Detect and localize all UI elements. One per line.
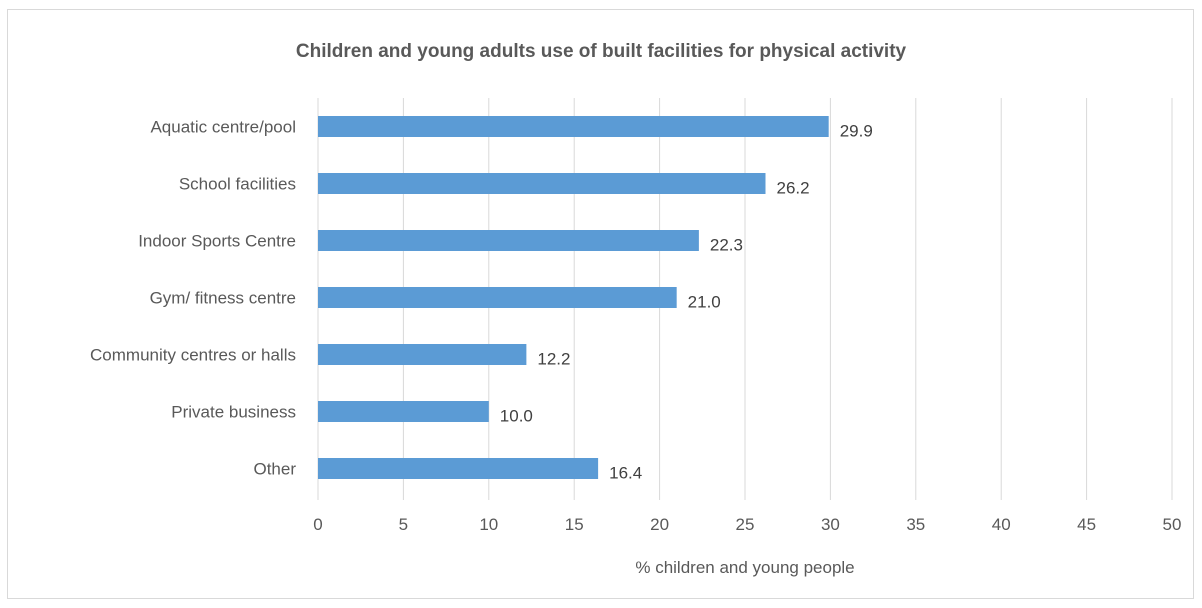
category-label: Aquatic centre/pool — [150, 118, 296, 137]
data-label: 16.4 — [609, 464, 642, 483]
x-tick-label: 20 — [650, 515, 669, 534]
gridlines — [317, 98, 1173, 500]
data-label: 10.0 — [500, 407, 533, 426]
bar — [318, 287, 677, 308]
data-label: 12.2 — [537, 350, 570, 369]
x-tick-label: 45 — [1077, 515, 1096, 534]
bar — [318, 344, 527, 365]
bar — [318, 230, 699, 251]
category-label: Other — [253, 460, 296, 479]
x-tick-label: 40 — [992, 515, 1011, 534]
x-tick-label: 0 — [313, 515, 322, 534]
bar — [318, 401, 489, 422]
category-label: Indoor Sports Centre — [138, 232, 296, 251]
x-tick-label: 25 — [736, 515, 755, 534]
data-labels: 29.9 26.2 22.3 21.0 12.2 10.0 16.4 — [500, 122, 873, 483]
bar — [318, 458, 599, 479]
data-label: 26.2 — [776, 179, 809, 198]
bar — [318, 116, 829, 137]
data-label: 22.3 — [710, 236, 743, 255]
x-tick-label: 50 — [1163, 515, 1182, 534]
category-label: Private business — [171, 403, 296, 422]
x-tick-label: 30 — [821, 515, 840, 534]
x-tick-label: 35 — [906, 515, 925, 534]
x-tick-labels: 0 5 10 15 20 25 30 35 40 45 50 — [313, 515, 1181, 534]
bars — [318, 116, 829, 479]
category-label: School facilities — [179, 175, 296, 194]
category-label: Community centres or halls — [90, 346, 296, 365]
data-label: 29.9 — [840, 122, 873, 141]
bar — [318, 173, 766, 194]
x-tick-label: 15 — [565, 515, 584, 534]
category-label: Gym/ fitness centre — [150, 289, 296, 308]
x-tick-label: 5 — [399, 515, 408, 534]
x-tick-label: 10 — [479, 515, 498, 534]
category-labels: Aquatic centre/pool School facilities Indo… — [90, 118, 296, 479]
chart-title: Children and young adults use of built f… — [296, 41, 907, 62]
x-axis-title: % children and young people — [635, 558, 854, 577]
data-label: 21.0 — [688, 293, 721, 312]
